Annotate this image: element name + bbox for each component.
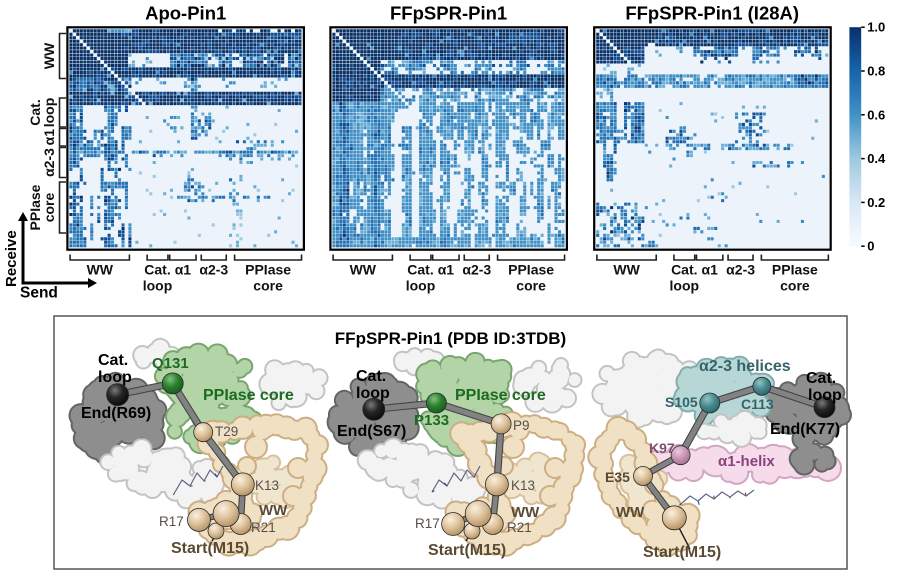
- svg-text:Apo-Pin1: Apo-Pin1: [145, 3, 226, 24]
- svg-text:Cat.: Cat.: [806, 370, 836, 387]
- svg-text:PPIase: PPIase: [27, 184, 43, 230]
- svg-text:S105: S105: [665, 394, 698, 410]
- svg-text:End(K77): End(K77): [770, 421, 840, 438]
- svg-text:Cat.: Cat.: [407, 262, 433, 278]
- svg-text:0: 0: [867, 239, 874, 254]
- svg-text:0.4: 0.4: [867, 151, 886, 166]
- svg-text:Receive: Receive: [3, 230, 20, 287]
- svg-text:Start(M15): Start(M15): [643, 544, 721, 561]
- svg-text:K97: K97: [649, 440, 675, 456]
- svg-text:α2-3: α2-3: [41, 148, 57, 177]
- svg-text:core: core: [516, 278, 546, 294]
- svg-text:α2-3 helices: α2-3 helices: [699, 358, 791, 375]
- svg-text:α1: α1: [175, 262, 192, 278]
- svg-text:loop: loop: [356, 385, 390, 402]
- svg-text:Cat.: Cat.: [356, 368, 386, 385]
- svg-text:core: core: [253, 278, 283, 294]
- svg-text:R17: R17: [159, 514, 184, 529]
- svg-text:Cat.: Cat.: [671, 262, 697, 278]
- svg-text:WW: WW: [350, 262, 377, 278]
- svg-text:α1: α1: [701, 262, 718, 278]
- svg-text:K13: K13: [255, 478, 279, 493]
- svg-text:WW: WW: [41, 42, 57, 69]
- svg-text:PPIase: PPIase: [772, 262, 818, 278]
- svg-text:core: core: [41, 193, 57, 223]
- svg-text:FFpSPR-Pin1 (I28A): FFpSPR-Pin1 (I28A): [625, 3, 799, 24]
- svg-text:α1-helix: α1-helix: [718, 453, 775, 470]
- svg-text:loop: loop: [406, 278, 436, 294]
- svg-text:loop: loop: [670, 278, 700, 294]
- svg-text:E35: E35: [605, 469, 630, 485]
- svg-text:WW: WW: [613, 262, 640, 278]
- svg-text:loop: loop: [143, 278, 173, 294]
- svg-text:core: core: [780, 278, 810, 294]
- svg-text:T29: T29: [215, 424, 238, 439]
- svg-text:K13: K13: [511, 478, 535, 493]
- svg-text:α2-3: α2-3: [199, 262, 228, 278]
- svg-text:P9: P9: [513, 418, 530, 433]
- svg-text:Send: Send: [20, 285, 58, 302]
- svg-text:R17: R17: [415, 516, 440, 531]
- svg-text:R21: R21: [507, 520, 532, 535]
- svg-text:PPIase: PPIase: [245, 262, 291, 278]
- svg-text:PPIase core: PPIase core: [203, 387, 294, 404]
- svg-text:End(R69): End(R69): [81, 405, 151, 422]
- svg-text:C113: C113: [741, 396, 774, 412]
- svg-text:WW: WW: [87, 262, 114, 278]
- svg-text:WW: WW: [259, 502, 288, 519]
- svg-text:0.2: 0.2: [867, 195, 885, 210]
- svg-text:End(S67): End(S67): [337, 423, 406, 440]
- svg-text:α2-3: α2-3: [462, 262, 491, 278]
- svg-text:Q131: Q131: [152, 355, 189, 372]
- svg-text:R21: R21: [251, 520, 276, 535]
- svg-text:α1: α1: [41, 129, 57, 146]
- svg-text:Start(M15): Start(M15): [428, 542, 506, 559]
- svg-text:P133: P133: [414, 412, 449, 429]
- svg-text:Cat.: Cat.: [144, 262, 170, 278]
- svg-text:loop: loop: [808, 387, 842, 404]
- svg-text:Start(M15): Start(M15): [171, 540, 249, 557]
- svg-text:PPIase core: PPIase core: [455, 387, 546, 404]
- svg-text:0.8: 0.8: [867, 64, 885, 79]
- svg-text:loop: loop: [98, 369, 132, 386]
- svg-text:Cat.: Cat.: [27, 99, 43, 125]
- svg-text:PPIase: PPIase: [508, 262, 554, 278]
- svg-text:1.0: 1.0: [867, 20, 885, 35]
- svg-text:FFpSPR-Pin1: FFpSPR-Pin1: [390, 3, 507, 24]
- svg-text:FFpSPR-Pin1 (PDB ID:3TDB): FFpSPR-Pin1 (PDB ID:3TDB): [335, 329, 566, 348]
- svg-text:WW: WW: [616, 504, 645, 521]
- svg-text:WW: WW: [511, 504, 540, 521]
- svg-text:α2-3: α2-3: [726, 262, 755, 278]
- svg-text:Cat.: Cat.: [98, 352, 128, 369]
- svg-text:0.6: 0.6: [867, 107, 885, 122]
- svg-text:α1: α1: [438, 262, 455, 278]
- svg-text:loop: loop: [41, 98, 57, 128]
